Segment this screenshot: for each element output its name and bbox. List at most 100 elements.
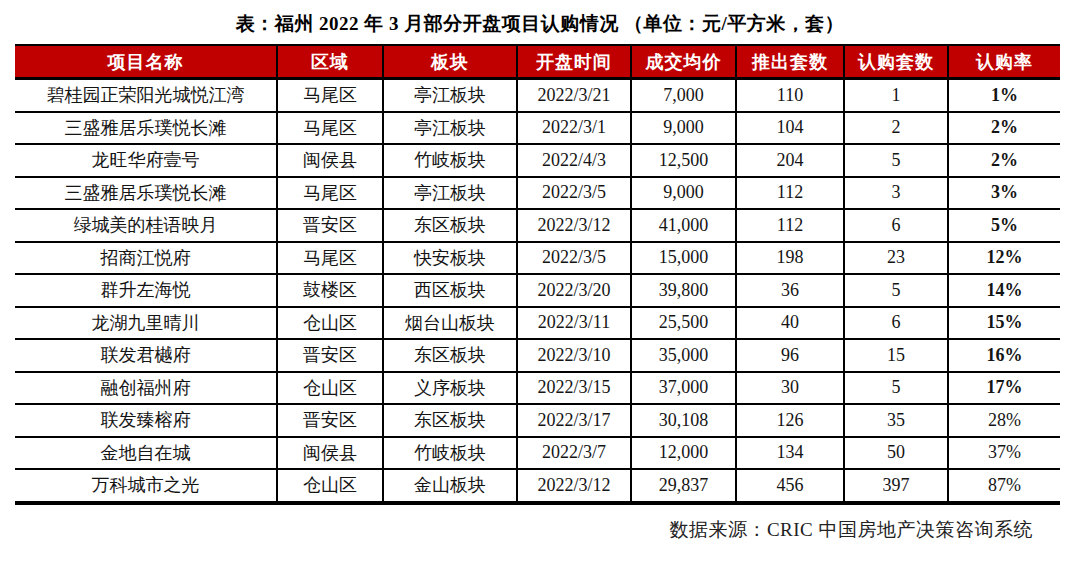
table-row: 联发臻榕府 晋安区 东区板块 2022/3/17 30,108 126 35 2… (15, 404, 1060, 437)
cell-opening-date: 2022/3/12 (517, 469, 631, 503)
cell-avg-price: 9,000 (631, 112, 736, 145)
cell-plate: 义序板块 (383, 372, 517, 405)
cell-plate: 竹岐板块 (383, 144, 517, 177)
cell-units-offered: 96 (736, 339, 844, 372)
header-district: 区域 (277, 45, 383, 79)
cell-units-subscribed: 15 (844, 339, 948, 372)
cell-avg-price: 12,500 (631, 144, 736, 177)
table-row: 金地自在城 闽侯县 竹岐板块 2022/3/7 12,000 134 50 37… (15, 437, 1060, 470)
cell-subscription-rate: 5% (948, 209, 1060, 242)
cell-district: 闽侯县 (277, 437, 383, 470)
cell-units-offered: 204 (736, 144, 844, 177)
cell-district: 仓山区 (277, 469, 383, 503)
cell-subscription-rate: 15% (948, 307, 1060, 340)
cell-subscription-rate: 28% (948, 404, 1060, 437)
cell-project-name: 群升左海悦 (15, 274, 277, 307)
cell-plate: 烟台山板块 (383, 307, 517, 340)
cell-opening-date: 2022/3/11 (517, 307, 631, 340)
subscription-table: 项目名称 区域 板块 开盘时间 成交均价 推出套数 认购套数 认购率 碧桂园正荣… (15, 44, 1060, 505)
table-row: 绿城美的桂语映月 晋安区 东区板块 2022/3/12 41,000 112 6… (15, 209, 1060, 242)
cell-units-subscribed: 6 (844, 307, 948, 340)
cell-units-offered: 126 (736, 404, 844, 437)
cell-district: 仓山区 (277, 307, 383, 340)
cell-units-offered: 134 (736, 437, 844, 470)
cell-units-subscribed: 1 (844, 79, 948, 112)
cell-avg-price: 29,837 (631, 469, 736, 503)
cell-district: 马尾区 (277, 242, 383, 275)
cell-subscription-rate: 16% (948, 339, 1060, 372)
cell-district: 马尾区 (277, 177, 383, 210)
cell-opening-date: 2022/3/1 (517, 112, 631, 145)
cell-district: 马尾区 (277, 79, 383, 112)
cell-plate: 东区板块 (383, 404, 517, 437)
cell-project-name: 联发臻榕府 (15, 404, 277, 437)
cell-opening-date: 2022/3/5 (517, 242, 631, 275)
cell-units-subscribed: 5 (844, 144, 948, 177)
cell-project-name: 龙旺华府壹号 (15, 144, 277, 177)
data-source-note: 数据来源：CRIC 中国房地产决策咨询系统 (0, 517, 1080, 543)
cell-subscription-rate: 1% (948, 79, 1060, 112)
cell-subscription-rate: 3% (948, 177, 1060, 210)
cell-avg-price: 37,000 (631, 372, 736, 405)
cell-subscription-rate: 87% (948, 469, 1060, 503)
table-row: 招商江悦府 马尾区 快安板块 2022/3/5 15,000 198 23 12… (15, 242, 1060, 275)
header-plate: 板块 (383, 45, 517, 79)
cell-units-subscribed: 2 (844, 112, 948, 145)
cell-units-subscribed: 5 (844, 274, 948, 307)
cell-plate: 东区板块 (383, 209, 517, 242)
header-units-subscribed: 认购套数 (844, 45, 948, 79)
cell-subscription-rate: 2% (948, 112, 1060, 145)
cell-plate: 西区板块 (383, 274, 517, 307)
cell-opening-date: 2022/3/5 (517, 177, 631, 210)
table-title: 表：福州 2022 年 3 月部分开盘项目认购情况 （单位：元/平方米，套） (0, 0, 1080, 37)
cell-units-offered: 112 (736, 177, 844, 210)
cell-plate: 亭江板块 (383, 79, 517, 112)
cell-units-offered: 104 (736, 112, 844, 145)
cell-project-name: 碧桂园正荣阳光城悦江湾 (15, 79, 277, 112)
cell-units-subscribed: 35 (844, 404, 948, 437)
cell-subscription-rate: 12% (948, 242, 1060, 275)
cell-district: 晋安区 (277, 404, 383, 437)
table-row: 联发君樾府 晋安区 东区板块 2022/3/10 35,000 96 15 16… (15, 339, 1060, 372)
cell-project-name: 金地自在城 (15, 437, 277, 470)
cell-opening-date: 2022/3/12 (517, 209, 631, 242)
table-row: 龙湖九里晴川 仓山区 烟台山板块 2022/3/11 25,500 40 6 1… (15, 307, 1060, 340)
cell-district: 闽侯县 (277, 144, 383, 177)
table-header-row: 项目名称 区域 板块 开盘时间 成交均价 推出套数 认购套数 认购率 (15, 45, 1060, 79)
cell-units-offered: 110 (736, 79, 844, 112)
header-opening-date: 开盘时间 (517, 45, 631, 79)
cell-avg-price: 25,500 (631, 307, 736, 340)
cell-subscription-rate: 37% (948, 437, 1060, 470)
cell-plate: 亭江板块 (383, 177, 517, 210)
cell-district: 鼓楼区 (277, 274, 383, 307)
cell-project-name: 绿城美的桂语映月 (15, 209, 277, 242)
cell-plate: 金山板块 (383, 469, 517, 503)
cell-project-name: 三盛雅居乐璞悦长滩 (15, 112, 277, 145)
cell-district: 仓山区 (277, 372, 383, 405)
cell-project-name: 招商江悦府 (15, 242, 277, 275)
cell-units-subscribed: 3 (844, 177, 948, 210)
cell-units-subscribed: 397 (844, 469, 948, 503)
cell-units-offered: 198 (736, 242, 844, 275)
cell-subscription-rate: 17% (948, 372, 1060, 405)
cell-avg-price: 12,000 (631, 437, 736, 470)
cell-plate: 竹岐板块 (383, 437, 517, 470)
cell-project-name: 龙湖九里晴川 (15, 307, 277, 340)
page: 表：福州 2022 年 3 月部分开盘项目认购情况 （单位：元/平方米，套） 项… (0, 0, 1080, 580)
cell-avg-price: 7,000 (631, 79, 736, 112)
cell-opening-date: 2022/3/7 (517, 437, 631, 470)
cell-units-subscribed: 23 (844, 242, 948, 275)
cell-opening-date: 2022/3/17 (517, 404, 631, 437)
header-subscription-rate: 认购率 (948, 45, 1060, 79)
cell-units-subscribed: 6 (844, 209, 948, 242)
cell-units-offered: 36 (736, 274, 844, 307)
cell-avg-price: 39,800 (631, 274, 736, 307)
cell-plate: 快安板块 (383, 242, 517, 275)
cell-opening-date: 2022/4/3 (517, 144, 631, 177)
cell-avg-price: 30,108 (631, 404, 736, 437)
cell-project-name: 三盛雅居乐璞悦长滩 (15, 177, 277, 210)
cell-subscription-rate: 14% (948, 274, 1060, 307)
table-row: 万科城市之光 仓山区 金山板块 2022/3/12 29,837 456 397… (15, 469, 1060, 503)
table-row: 碧桂园正荣阳光城悦江湾 马尾区 亭江板块 2022/3/21 7,000 110… (15, 79, 1060, 112)
table-row: 融创福州府 仓山区 义序板块 2022/3/15 37,000 30 5 17% (15, 372, 1060, 405)
